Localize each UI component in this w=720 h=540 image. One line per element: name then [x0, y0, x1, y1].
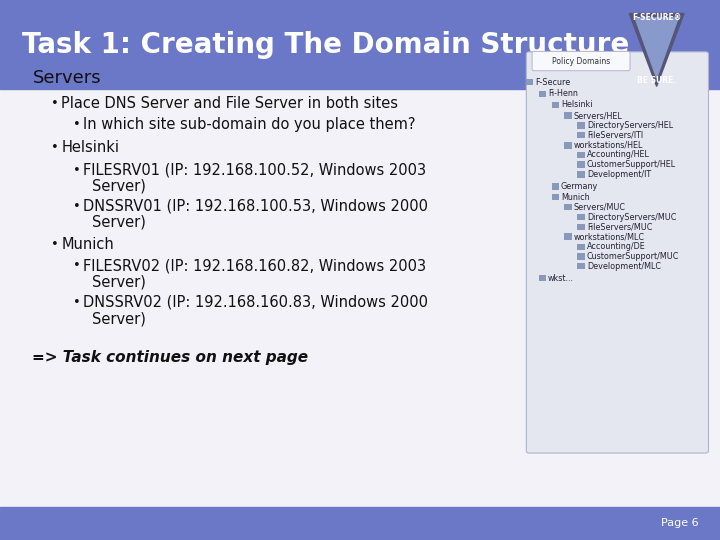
Text: Servers: Servers — [32, 69, 101, 87]
Text: In which site sub-domain do you place them?: In which site sub-domain do you place th… — [83, 117, 415, 132]
Text: Servers/HEL: Servers/HEL — [574, 111, 623, 120]
Text: FileServers/ITI: FileServers/ITI — [587, 131, 643, 139]
Text: CustomerSupport/MUC: CustomerSupport/MUC — [587, 252, 679, 261]
Text: CustomerSupport/HEL: CustomerSupport/HEL — [587, 160, 676, 169]
Bar — [564, 233, 572, 240]
Text: •: • — [73, 200, 81, 213]
Bar — [577, 224, 585, 230]
Bar — [577, 161, 585, 168]
Bar — [577, 122, 585, 129]
Text: workstations/MLC: workstations/MLC — [574, 232, 645, 241]
Text: •: • — [73, 296, 81, 309]
Text: F-Secure: F-Secure — [535, 78, 570, 86]
Text: FileServers/MUC: FileServers/MUC — [587, 222, 652, 231]
Text: Accounting/HEL: Accounting/HEL — [587, 151, 649, 159]
Text: •: • — [51, 97, 59, 110]
Bar — [0, 507, 720, 540]
Text: wkst...: wkst... — [548, 274, 574, 282]
Text: Place DNS Server and File Server in both sites: Place DNS Server and File Server in both… — [61, 96, 398, 111]
Bar — [577, 244, 585, 250]
Text: => Task continues on next page: => Task continues on next page — [32, 350, 309, 365]
Text: •: • — [73, 164, 81, 177]
Bar — [0, 89, 720, 507]
Text: Page 6: Page 6 — [661, 518, 698, 528]
Text: FILESRV02 (IP: 192.168.160.82, Windows 2003: FILESRV02 (IP: 192.168.160.82, Windows 2… — [83, 258, 426, 273]
Polygon shape — [629, 14, 684, 86]
Text: DNSSRV01 (IP: 192.168.100.53, Windows 2000: DNSSRV01 (IP: 192.168.100.53, Windows 20… — [83, 199, 428, 214]
Bar — [0, 0, 720, 89]
Bar — [577, 253, 585, 260]
Bar — [577, 171, 585, 178]
Text: Server): Server) — [92, 274, 146, 289]
Text: Server): Server) — [92, 215, 146, 230]
Text: •: • — [73, 259, 81, 272]
Text: Server): Server) — [92, 311, 146, 326]
Bar — [577, 152, 585, 158]
Text: workstations/HEL: workstations/HEL — [574, 141, 643, 150]
Text: Munich: Munich — [61, 237, 114, 252]
Text: F-SECURE®: F-SECURE® — [632, 12, 681, 22]
Text: Task 1: Creating The Domain Structure: Task 1: Creating The Domain Structure — [22, 31, 629, 58]
FancyBboxPatch shape — [532, 51, 630, 71]
Text: FILESRV01 (IP: 192.168.100.52, Windows 2003: FILESRV01 (IP: 192.168.100.52, Windows 2… — [83, 163, 426, 178]
Text: •: • — [73, 118, 81, 131]
Text: Munich: Munich — [561, 193, 590, 201]
Bar — [552, 194, 559, 200]
Text: BE SURE.: BE SURE. — [637, 76, 676, 85]
Bar — [539, 91, 546, 97]
Text: Development/MLC: Development/MLC — [587, 262, 661, 271]
Text: DirectoryServers/MUC: DirectoryServers/MUC — [587, 213, 676, 221]
Bar — [577, 263, 585, 269]
Text: Helsinki: Helsinki — [61, 140, 120, 155]
Text: Servers/MUC: Servers/MUC — [574, 202, 626, 211]
Bar — [552, 183, 559, 190]
Text: Helsinki: Helsinki — [561, 100, 593, 109]
Bar — [577, 214, 585, 220]
Text: Development/IT: Development/IT — [587, 170, 651, 179]
Bar — [526, 79, 533, 85]
Bar — [577, 132, 585, 138]
Bar — [552, 102, 559, 108]
Text: •: • — [51, 141, 59, 154]
Bar — [564, 112, 572, 119]
Polygon shape — [635, 18, 678, 78]
Bar — [564, 142, 572, 149]
Text: DNSSRV02 (IP: 192.168.160.83, Windows 2000: DNSSRV02 (IP: 192.168.160.83, Windows 20… — [83, 295, 428, 310]
FancyBboxPatch shape — [526, 52, 708, 453]
Text: Policy Domains: Policy Domains — [552, 57, 610, 65]
Text: •: • — [51, 238, 59, 251]
Bar — [564, 204, 572, 210]
Bar — [539, 275, 546, 281]
Text: Accounting/DE: Accounting/DE — [587, 242, 646, 251]
Text: Fi-Henn: Fi-Henn — [548, 90, 577, 98]
Text: Germany: Germany — [561, 182, 598, 191]
Text: Server): Server) — [92, 179, 146, 194]
Text: DirectoryServers/HEL: DirectoryServers/HEL — [587, 121, 673, 130]
